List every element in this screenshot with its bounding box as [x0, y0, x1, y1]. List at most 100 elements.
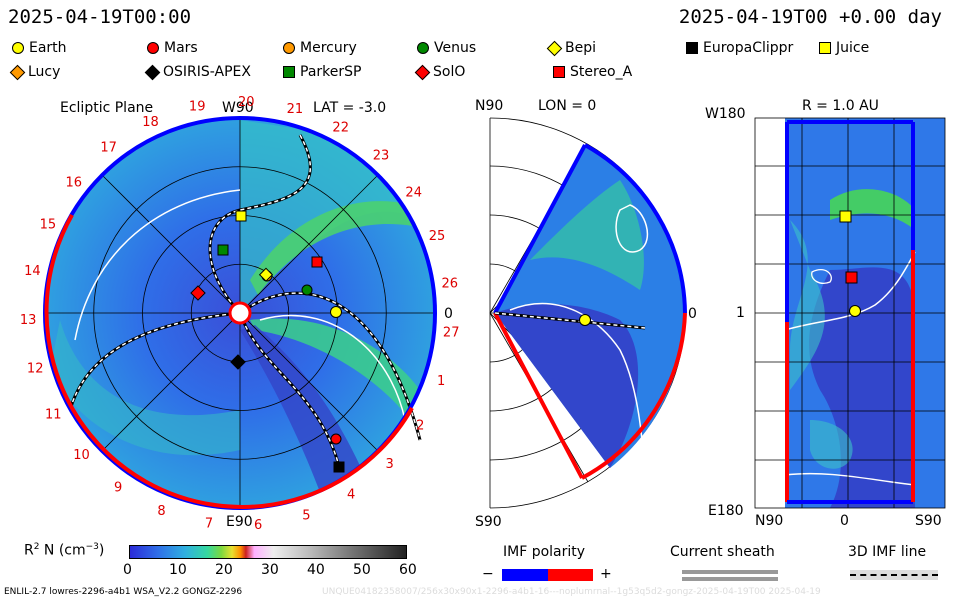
ecliptic-bottom-label: E90	[226, 514, 253, 530]
legend-label: Stereo_A	[570, 64, 633, 80]
meridional-right-label: 0	[688, 306, 697, 322]
legend-item-bepi: Bepi	[546, 40, 596, 56]
carrington-label: 14	[24, 264, 41, 279]
footer-left: ENLIL-2.7 lowres-2296-a4b1 WSA_V2.2 GONG…	[4, 587, 243, 597]
legend-label: EuropaClippr	[703, 40, 794, 56]
carrington-label: 10	[73, 448, 90, 463]
carrington-label: 9	[114, 481, 122, 496]
legend-label: OSIRIS-APEX	[163, 64, 251, 80]
carrington-label: 1	[437, 374, 445, 389]
sheath-title: Current sheath	[670, 544, 775, 560]
carrington-label: 20	[238, 95, 255, 110]
legend-label: SolO	[433, 64, 466, 80]
legend-item-stereo-a: Stereo_A	[553, 64, 632, 80]
carrington-label: 18	[142, 115, 159, 130]
carrington-label: 17	[100, 141, 117, 156]
venus-marker	[301, 284, 313, 296]
meridional-top-label: N90	[475, 98, 503, 114]
ecliptic-top-label: W90	[222, 100, 254, 116]
legend-label: Venus	[434, 40, 477, 56]
carrington-label: 25	[429, 229, 446, 244]
legend-label: Earth	[29, 40, 67, 56]
diamond-marker-icon	[414, 64, 431, 80]
square-marker-icon	[553, 66, 565, 78]
colorbar-tick: 10	[169, 562, 187, 578]
legend-item-juice: Juice	[819, 40, 869, 56]
colorbar-label: R2 N (cm−3)	[24, 542, 105, 559]
carrington-label: 21	[287, 102, 304, 117]
earth-marker-map	[849, 305, 861, 317]
map-x-left: N90	[755, 513, 783, 529]
carrington-label: 2	[416, 419, 424, 434]
legend-item-venus: Venus	[417, 40, 476, 56]
earth-marker-meridional	[579, 314, 591, 326]
carrington-label: 4	[347, 488, 355, 503]
bepi-marker	[258, 267, 274, 282]
legend-item-mars: Mars	[147, 40, 198, 56]
ecliptic-lat: LAT = -3.0	[313, 100, 386, 116]
colorbar-tick: 20	[215, 562, 233, 578]
carrington-label: 15	[40, 217, 57, 232]
meridional-lon: LON = 0	[538, 98, 596, 114]
legend-item-solo: SolO	[414, 64, 466, 80]
colorbar-tick: 60	[399, 562, 417, 578]
carrington-label: 22	[332, 120, 349, 135]
circle-marker-icon	[417, 42, 429, 54]
parkersp-marker	[217, 244, 229, 256]
legend-item-lucy: Lucy	[9, 64, 60, 80]
imf-title: IMF polarity	[503, 544, 586, 560]
meridional-bottom-label: S90	[475, 514, 502, 530]
carrington-label: 26	[442, 276, 459, 291]
imf-plus: +	[600, 566, 612, 582]
carrington-label: 27	[443, 326, 460, 341]
sun-icon	[228, 301, 252, 325]
colorbar-tick: 40	[307, 562, 325, 578]
carrington-label: 16	[66, 175, 83, 190]
carrington-label: 3	[386, 457, 394, 472]
stereo-a-marker	[311, 256, 323, 268]
circle-marker-icon	[147, 42, 159, 54]
earth-marker	[330, 306, 342, 318]
footer-right: UNQUE04182358007/256x30x90x1-2296-a4b1-1…	[322, 587, 821, 597]
colorbar-tick: 30	[261, 562, 279, 578]
square-marker-icon	[819, 42, 831, 54]
carrington-label: 13	[20, 313, 37, 328]
imf-negative-swatch	[502, 569, 548, 581]
date-right: 2025-04-19T00 +0.00 day	[678, 6, 942, 28]
carrington-label: 23	[373, 149, 390, 164]
circle-marker-icon	[12, 42, 24, 54]
date-left: 2025-04-19T00:00	[8, 6, 192, 28]
carrington-label: 5	[302, 508, 310, 523]
legend-item-osiris-apex: OSIRIS-APEX	[144, 64, 251, 80]
meridional-panel: N90 LON = 0 0 S90	[475, 98, 697, 530]
map-x-right: S90	[915, 513, 942, 529]
imf-positive-swatch	[548, 569, 593, 581]
square-marker-icon	[686, 42, 698, 54]
map-title: R = 1.0 AU	[802, 98, 879, 114]
map-mid-left: 1	[736, 305, 745, 321]
legend-item-europaclippr: EuropaClippr	[686, 40, 793, 56]
mars-marker	[330, 433, 342, 445]
carrington-label: 12	[27, 362, 44, 377]
legend-item-earth: Earth	[12, 40, 67, 56]
colorbar-label-rest: N (cm	[39, 542, 86, 559]
ecliptic-panel: Ecliptic Plane W90 LAT = -3.0 0 E90 1234…	[20, 95, 460, 530]
imf3d-title: 3D IMF line	[848, 544, 927, 560]
diamond-marker-icon	[144, 64, 161, 80]
ecliptic-title: Ecliptic Plane	[60, 100, 153, 116]
sheath-line-1	[682, 570, 778, 574]
ecliptic-right-label: 0	[444, 306, 453, 322]
diamond-marker-icon	[546, 40, 563, 56]
carrington-label: 7	[205, 517, 213, 530]
colorbar-label-r: R	[24, 542, 34, 559]
carrington-label: 8	[157, 504, 165, 519]
juice-marker	[235, 210, 247, 222]
imf-minus: −	[482, 566, 494, 582]
legend-label: Mars	[164, 40, 198, 56]
osiris-apex-marker	[230, 354, 246, 370]
map-x-mid: 0	[840, 513, 849, 529]
carrington-label: 6	[254, 518, 262, 530]
carrington-label: 24	[405, 185, 422, 200]
legend-label: Juice	[836, 40, 870, 56]
europaclippr-marker	[333, 461, 345, 473]
